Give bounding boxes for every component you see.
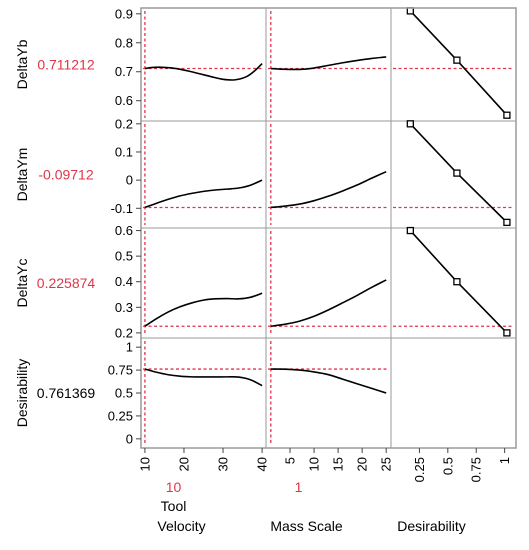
panel-deltayb-1 xyxy=(140,7,267,122)
desirability-handle-1 xyxy=(406,226,414,235)
panel-deltayc-1 xyxy=(140,227,267,339)
profile-curve xyxy=(270,368,387,394)
response-label: Desirability xyxy=(14,359,30,427)
response-label: DeltaYm xyxy=(14,148,30,202)
panel-frame xyxy=(390,337,517,449)
panel-frame xyxy=(265,120,392,229)
factor-label-line-2: Mass Scale xyxy=(270,518,343,534)
factor-current-value: 1 xyxy=(295,479,303,495)
profile-curve xyxy=(270,56,387,71)
x-tick-label: 25 xyxy=(379,457,394,471)
x-tick-label: 10 xyxy=(137,457,152,471)
y-tick-label: 0 xyxy=(126,431,133,446)
y-tick-label: 0.1 xyxy=(115,144,133,159)
profile-curve xyxy=(144,292,263,327)
x-axis-2: 5 10 15 20 25 1 Mass Scale xyxy=(270,448,394,534)
x-tick-label: 10 xyxy=(307,457,322,471)
panel-deltayb-2 xyxy=(265,7,392,122)
profile-curve xyxy=(144,179,263,209)
panel-desirability-2 xyxy=(265,337,392,449)
plot-frame xyxy=(140,7,517,449)
x-tick-label: 20 xyxy=(355,457,370,471)
panel-frame xyxy=(265,227,392,339)
response-current-value: -0.09712 xyxy=(38,167,93,183)
y-tick-label: 0.4 xyxy=(115,274,133,289)
profile-curve xyxy=(270,279,387,328)
desirability-handle-1 xyxy=(406,7,414,15)
y-tick-label: 0.25 xyxy=(108,408,133,423)
response-current-value: 0.761369 xyxy=(37,385,96,401)
panel-deltayc-2 xyxy=(265,227,392,339)
y-tick-label: 0.2 xyxy=(115,325,133,340)
desirability-handle-1 xyxy=(406,120,414,128)
y-axis-deltayb: 0.6 0.7 0.8 0.9 DeltaYb 0.711212 xyxy=(14,6,141,108)
y-axis-deltayc: 0.2 0.3 0.4 0.5 0.6 DeltaYc 0.225874 xyxy=(14,223,141,340)
factor-current-value: 10 xyxy=(166,479,182,495)
y-tick-label: 0 xyxy=(126,173,133,188)
y-tick-label: 0.5 xyxy=(115,386,133,401)
x-tick-label: 1 xyxy=(497,457,512,464)
response-current-value: 0.225874 xyxy=(37,275,96,291)
y-tick-label: -0.1 xyxy=(111,201,133,216)
y-tick-label: 0.6 xyxy=(115,93,133,108)
panel-frame xyxy=(140,7,267,122)
desirability-handle-3 xyxy=(503,111,511,119)
panel-frame xyxy=(140,120,267,229)
desirability-handle-2 xyxy=(453,56,461,64)
y-tick-label: 0.6 xyxy=(115,223,133,238)
panel-desirability-3 xyxy=(390,337,517,449)
x-tick-label: 0.25 xyxy=(412,457,427,482)
desirability-handle-2 xyxy=(453,169,461,177)
response-current-value: 0.711212 xyxy=(37,57,95,73)
x-tick-label: 0.75 xyxy=(469,457,484,482)
panel-deltaym-2 xyxy=(265,120,392,229)
y-tick-label: 0.3 xyxy=(115,300,133,315)
desirability-handle-3 xyxy=(503,218,511,227)
x-tick-label: 30 xyxy=(216,457,231,471)
x-tick-label: 40 xyxy=(255,457,270,471)
profile-curve xyxy=(144,368,263,387)
x-axis-1: 10 20 30 40 10 Tool Velocity xyxy=(137,448,270,534)
x-tick-label: 5 xyxy=(283,457,298,464)
desirability-handle-3 xyxy=(503,329,511,337)
y-tick-label: 0.7 xyxy=(115,64,133,79)
y-tick-label: 0.5 xyxy=(115,249,133,264)
desirability-handle-2 xyxy=(453,278,461,286)
y-tick-label: 0.8 xyxy=(115,35,133,50)
response-label: DeltaYc xyxy=(14,258,30,307)
factor-label-line-2: Velocity xyxy=(157,518,205,534)
x-tick-label: 20 xyxy=(176,457,191,471)
x-tick-label: 15 xyxy=(331,457,346,471)
x-axis-3: 0.25 0.5 0.75 1 Desirability xyxy=(397,448,512,534)
panel-desirability-1 xyxy=(140,337,267,449)
y-tick-label: 0.9 xyxy=(115,6,133,21)
y-tick-label: 1 xyxy=(126,340,133,355)
panel-deltayc-3 xyxy=(390,226,517,339)
factor-label-line-1: Tool xyxy=(161,498,187,514)
x-tick-label: 0.5 xyxy=(440,457,455,475)
response-label: DeltaYb xyxy=(14,39,30,89)
panel-frame xyxy=(265,337,392,449)
panel-frame xyxy=(140,337,267,449)
profile-curve xyxy=(270,170,387,209)
profile-curve xyxy=(144,63,263,81)
y-axis-deltaym: -0.1 0 0.1 0.2 DeltaYm -0.09712 xyxy=(14,116,141,216)
y-tick-label: 0.75 xyxy=(108,363,133,378)
y-axis-desirability: 0 0.25 0.5 0.75 1 Desirability 0.761369 xyxy=(14,340,141,446)
panel-deltayb-3 xyxy=(390,7,517,122)
factor-label-line-2: Desirability xyxy=(397,518,465,534)
panel-frame xyxy=(140,227,267,339)
panel-deltaym-1 xyxy=(140,120,267,229)
y-tick-label: 0.2 xyxy=(115,116,133,131)
panel-deltaym-3 xyxy=(390,120,517,229)
panel-frame xyxy=(265,7,392,122)
